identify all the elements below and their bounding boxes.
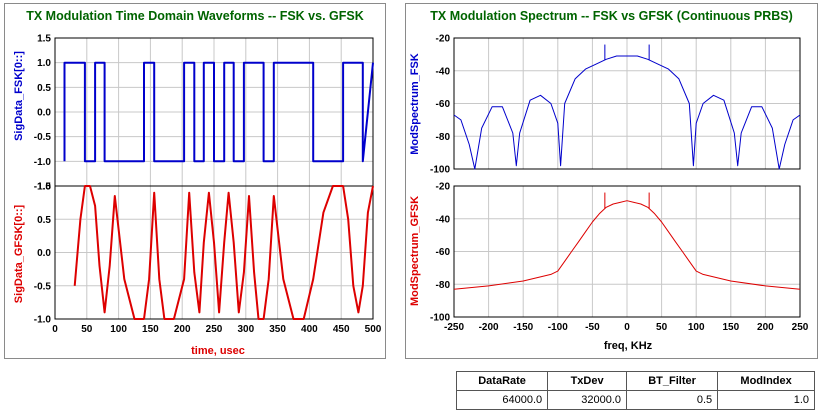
gfsk-spectrum-ytick-label: -100 [430, 313, 450, 324]
gfsk-time-xtick-label: 50 [81, 324, 93, 335]
gfsk-spectrum-plot: -250 -200 -150 -100 -50 0 50 100 150 200 250 -100 -8… [430, 182, 809, 334]
gfsk-time-xtick-label: 450 [333, 324, 350, 335]
gfsk-time-plot: 0 50 100 150 200 250 300 350 400 450 500 -1.0 -0.5 0.… [34, 182, 382, 336]
fsk-time-ytick-label: 0.0 [37, 108, 51, 119]
value-modindex: 1.0 [717, 390, 815, 410]
gfsk-spectrum-xtick-label: 50 [656, 322, 668, 333]
gfsk-time-xtick-label: 200 [174, 324, 191, 335]
parameter-value-row: 64000.0 32000.0 0.5 1.0 [455, 390, 815, 410]
value-txdev: 32000.0 [547, 390, 627, 410]
freq-xlabel: freq, KHz [604, 340, 653, 352]
gfsk-time-xtick-label: 500 [365, 324, 382, 335]
fsk-time-ytick-label: -1.0 [34, 157, 52, 168]
value-datarate: 64000.0 [455, 390, 549, 410]
gfsk-spectrum-xtick-label: 100 [688, 322, 705, 333]
time-domain-title: TX Modulation Time Domain Waveforms -- F… [26, 9, 364, 23]
gfsk-time-plot-border [54, 185, 374, 320]
fsk-spectrum-plot: -100 -80 -60 -40 -20 [430, 34, 801, 176]
gfsk-time-ytick-label: -1.0 [34, 315, 52, 326]
gfsk-spectrum-xtick-label: -100 [548, 322, 568, 333]
gfsk-time-xtick-label: 0 [52, 324, 58, 335]
gfsk-spectrum-xtick-label: -50 [585, 322, 600, 333]
gfsk-spectrum-plot-border [453, 185, 801, 318]
gfsk-spectrum-xtick-label: -200 [479, 322, 499, 333]
parameter-table: DataRate TxDev BT_Filter ModIndex 64000.… [455, 371, 815, 410]
fsk-spectrum-series-line [453, 55, 801, 170]
fsk-spectrum-ylabel: ModSpectrum_FSK [409, 53, 421, 155]
gfsk-time-ytick-label: 0.0 [37, 248, 51, 259]
gfsk-spectrum-xtick-label: 200 [757, 322, 774, 333]
time-xlabel: time, usec [191, 345, 245, 357]
gfsk-time-xtick-label: 300 [237, 324, 254, 335]
fsk-spectrum-plot-border [453, 37, 801, 170]
value-bt-filter: 0.5 [625, 390, 719, 410]
gfsk-spectrum-ytick-label: -80 [436, 280, 451, 291]
gfsk-spectrum-series-line [453, 200, 801, 290]
gfsk-time-xtick-label: 100 [110, 324, 127, 335]
fsk-time-series-line [63, 61, 374, 163]
spectrum-plots: ModSpectrum_FSK ModSpectrum_GFSK freq, K… [409, 34, 809, 353]
fsk-spectrum-ytick-label: -60 [436, 99, 451, 110]
spectrum-title: TX Modulation Spectrum -- FSK vs GFSK (C… [430, 9, 793, 23]
fsk-spectrum-ytick-label: -20 [436, 34, 451, 45]
fsk-spectrum-ytick-label: -80 [436, 132, 451, 143]
gfsk-time-xtick-label: 350 [269, 324, 286, 335]
time-domain-plots: SigData_FSK[0::] SigData_GFSK[0::] time,… [13, 34, 382, 358]
fsk-time-ylabel: SigData_FSK[0::] [13, 51, 25, 141]
header-datarate: DataRate [455, 371, 549, 391]
fsk-spectrum-ytick-label: -40 [436, 66, 451, 77]
gfsk-time-xtick-label: 250 [206, 324, 223, 335]
gfsk-spectrum-xtick-label: 150 [722, 322, 739, 333]
header-txdev: TxDev [547, 371, 627, 391]
gfsk-time-series-line [73, 185, 374, 320]
fsk-time-plot: -1.5 -1.0 -0.5 0.0 0.5 1.0 1.5 [34, 34, 374, 193]
header-bt-filter: BT_Filter [625, 371, 719, 391]
gfsk-time-xtick-label: 400 [301, 324, 318, 335]
gfsk-spectrum-xtick-label: -150 [513, 322, 533, 333]
gfsk-spectrum-xtick-label: 0 [624, 322, 630, 333]
fsk-time-ytick-label: 1.5 [37, 34, 51, 45]
fsk-spectrum-ytick-label: -100 [430, 165, 450, 176]
gfsk-spectrum-ylabel: ModSpectrum_GFSK [409, 196, 421, 306]
fsk-time-ytick-label: -0.5 [34, 132, 52, 143]
time-domain-panel: TX Modulation Time Domain Waveforms -- F… [4, 3, 386, 359]
gfsk-time-xtick-label: 150 [142, 324, 159, 335]
fsk-time-ytick-label: 0.5 [37, 83, 51, 94]
gfsk-spectrum-xtick-label: 250 [792, 322, 809, 333]
gfsk-spectrum-ytick-label: -60 [436, 247, 451, 258]
spectrum-panel: TX Modulation Spectrum -- FSK vs GFSK (C… [405, 3, 818, 359]
gfsk-time-ylabel: SigData_GFSK[0::] [13, 204, 25, 303]
gfsk-time-ytick-label: 1.0 [37, 182, 51, 193]
gfsk-time-ytick-label: 0.5 [37, 215, 51, 226]
gfsk-spectrum-ytick-label: -20 [436, 182, 451, 193]
parameter-header-row: DataRate TxDev BT_Filter ModIndex [455, 371, 815, 391]
fsk-time-ytick-label: -1.5 [34, 182, 52, 193]
header-modindex: ModIndex [717, 371, 815, 391]
gfsk-spectrum-ytick-label: -40 [436, 214, 451, 225]
fsk-time-ytick-label: 1.0 [37, 58, 51, 69]
gfsk-spectrum-xtick-label: -250 [444, 322, 464, 333]
gfsk-time-ytick-label: -0.5 [34, 281, 52, 292]
